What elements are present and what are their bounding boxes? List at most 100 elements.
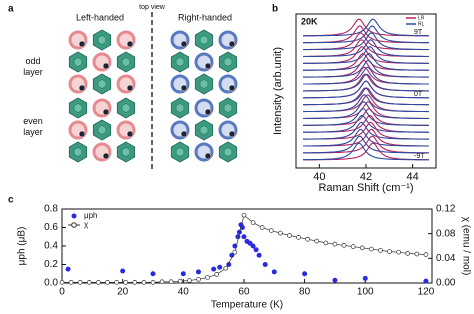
spectrum: [303, 101, 429, 120]
hexagon-inner: [199, 125, 209, 135]
hexagon-inner: [175, 103, 185, 113]
x-tick-label: 120: [418, 287, 435, 298]
chi-point: [123, 280, 129, 285]
chi-point: [323, 240, 329, 246]
mu-point: [65, 266, 71, 272]
x-tick-label: 100: [357, 287, 374, 298]
atom: [180, 84, 188, 92]
chi-point: [159, 279, 165, 285]
x-axis-label: Temperature (K): [211, 300, 283, 311]
hexagon-inner: [97, 79, 107, 89]
chi-point: [187, 278, 192, 283]
mu-point: [271, 269, 277, 275]
spectrum: [303, 121, 430, 140]
chi-point: [86, 280, 92, 285]
spectrum: [303, 73, 429, 92]
spectrum: [303, 107, 429, 126]
hexagon-inner: [199, 79, 209, 89]
hexagon-inner: [97, 125, 107, 135]
mu-point: [217, 264, 223, 270]
y-tick-label: 0.8: [44, 204, 58, 215]
chi-point: [105, 280, 110, 285]
y-axis-label: Intensity (arb.unit): [272, 47, 284, 135]
chi-point: [205, 275, 210, 280]
atom: [228, 130, 236, 138]
chi-point: [114, 280, 119, 285]
mu-point: [262, 262, 268, 267]
hexagon-inner: [73, 147, 83, 157]
spectrum: [303, 66, 429, 85]
x-tick-label: 60: [238, 287, 250, 298]
mu-point: [120, 268, 126, 274]
y2-axis-label: χ (emu / mol): [460, 217, 471, 276]
x-tick-label: 80: [299, 287, 311, 298]
hexagon-inner: [199, 35, 209, 45]
mu-point: [332, 277, 338, 283]
atom: [78, 130, 86, 138]
spectrum: [303, 59, 429, 78]
chi-point: [150, 280, 156, 285]
chi-point: [314, 238, 320, 244]
chi-point: [332, 241, 338, 247]
chi-point: [423, 252, 429, 257]
atom: [204, 62, 212, 70]
y-tick-label: 0.4: [44, 241, 58, 252]
y-tick-label: 0.6: [44, 222, 58, 233]
atom: [126, 40, 134, 48]
chi-point: [77, 280, 83, 285]
trace-label: -9T: [414, 153, 425, 160]
y-axis-label: μph (μB): [17, 227, 28, 266]
chi-point: [341, 243, 347, 248]
chi-point: [268, 228, 274, 233]
chi-point: [259, 225, 265, 230]
hexagon-inner: [73, 103, 83, 113]
chi-point: [368, 246, 374, 252]
hexagon-inner: [73, 57, 83, 67]
legend-label: χ: [84, 220, 89, 229]
chi-point: [296, 235, 301, 240]
mu-point: [423, 278, 429, 284]
hexagon-inner: [121, 147, 131, 157]
atom: [180, 130, 188, 138]
y-tick-label: 0.0: [44, 278, 58, 289]
y2-tick-label: 0.12: [436, 204, 456, 215]
legend-label: LR: [418, 15, 425, 21]
spectrum: [303, 39, 429, 58]
legend-label: μph: [84, 211, 98, 220]
atom: [126, 84, 134, 92]
spectrum: [302, 135, 429, 154]
y2-tick-label: 0.04: [436, 253, 456, 264]
panel-label: c: [8, 195, 14, 206]
atom: [228, 84, 236, 92]
mu-point: [253, 247, 259, 253]
spectrum: [302, 94, 429, 113]
chi-point: [414, 251, 420, 257]
chi-point: [177, 278, 183, 284]
chi-point: [405, 251, 411, 256]
panel-label: a: [8, 4, 14, 15]
trace-label: 0T: [414, 91, 423, 98]
mu-point: [256, 252, 262, 258]
trace-label: 9T: [414, 29, 423, 36]
chi-point: [196, 276, 201, 282]
chi-point: [132, 280, 138, 285]
mu-point: [241, 234, 247, 240]
mu-point: [362, 275, 368, 281]
x-axis-label: Raman Shift (cm⁻¹): [318, 182, 413, 194]
spectrum: [303, 115, 429, 133]
x-tick-label: 0: [59, 287, 65, 298]
chi-point: [168, 279, 174, 285]
y2-tick-label: 0.00: [436, 278, 456, 289]
hexagon-inner: [97, 35, 107, 45]
atom: [102, 152, 110, 160]
y2-tick-label: 0.08: [436, 228, 456, 239]
atom: [78, 40, 86, 48]
chi-point: [378, 247, 383, 253]
chi-point: [59, 280, 65, 285]
chi-point: [350, 244, 356, 249]
hexagon-inner: [223, 147, 233, 157]
atom: [204, 108, 212, 116]
chi-point: [214, 272, 220, 277]
chi-point: [68, 280, 74, 285]
